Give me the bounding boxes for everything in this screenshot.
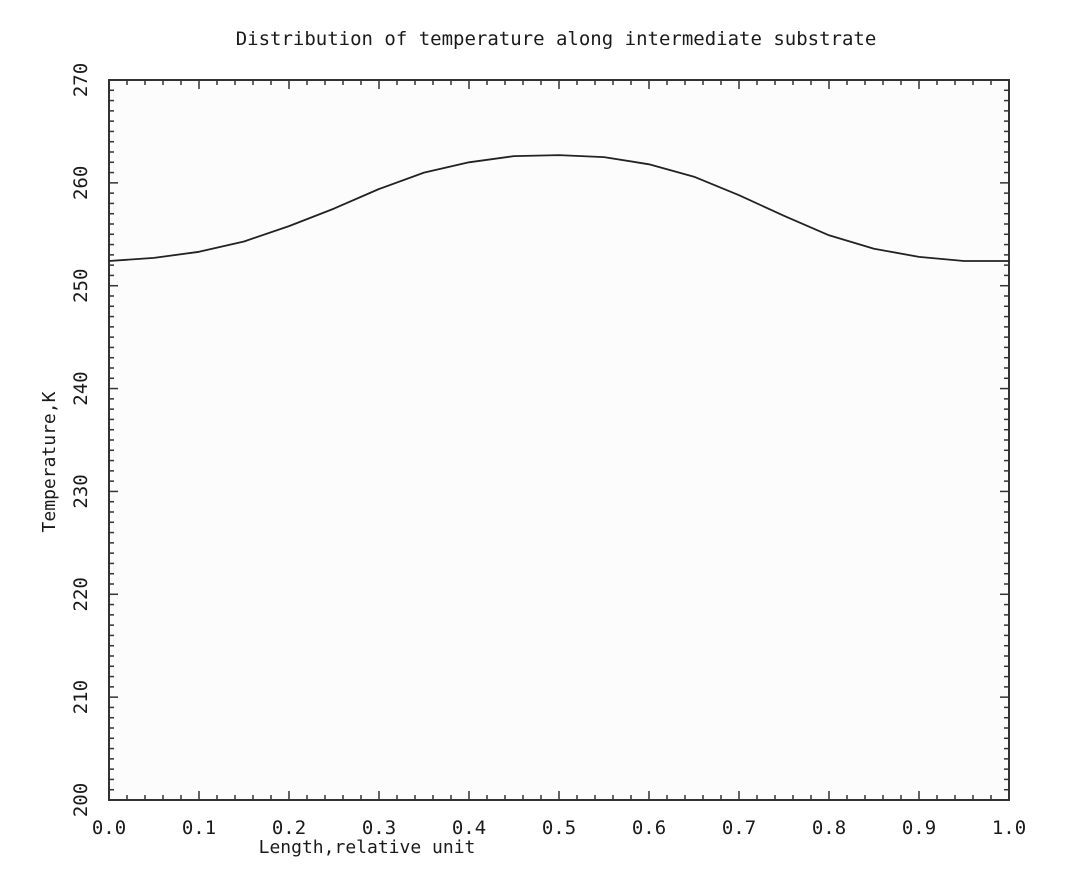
x-tick-label: 0.2: [272, 817, 306, 839]
x-axis-label: Length,relative unit: [259, 837, 476, 858]
x-tick-label: 0.3: [362, 817, 396, 839]
x-axis: 0.0 0.1 0.2 0.3 0.4 0.5 0.6 0.7 0.8 0.9 1.0: [92, 80, 1026, 839]
x-tick-label: 0.5: [542, 817, 576, 839]
x-tick-label: 0.1: [182, 817, 216, 839]
x-tick-label: 0.6: [632, 817, 666, 839]
temperature-series-line: [108, 154, 1009, 262]
x-tick-label: 0.9: [902, 817, 936, 839]
chart-title: Distribution of temperature along interm…: [236, 28, 877, 50]
y-tick-label: 250: [70, 269, 92, 303]
x-tick-label: 0.0: [92, 817, 126, 839]
y-tick-label: 200: [70, 783, 92, 817]
y-tick-label: 260: [70, 166, 92, 200]
x-tick-label: 0.8: [812, 817, 846, 839]
plot-area: [108, 79, 1010, 801]
y-tick-label: 270: [70, 63, 92, 97]
y-tick-label: 230: [70, 474, 92, 508]
y-tick-label: 210: [70, 680, 92, 714]
y-axis-label: Temperature,K: [39, 391, 60, 532]
y-tick-label: 240: [70, 371, 92, 405]
x-tick-label: 0.4: [452, 817, 486, 839]
y-axis: 200 210 220 230 240 250 260 270: [70, 63, 1009, 817]
x-tick-label: 0.7: [722, 817, 756, 839]
series-group: [108, 154, 1009, 262]
x-tick-label: 1.0: [992, 817, 1026, 839]
y-tick-label: 220: [70, 577, 92, 611]
